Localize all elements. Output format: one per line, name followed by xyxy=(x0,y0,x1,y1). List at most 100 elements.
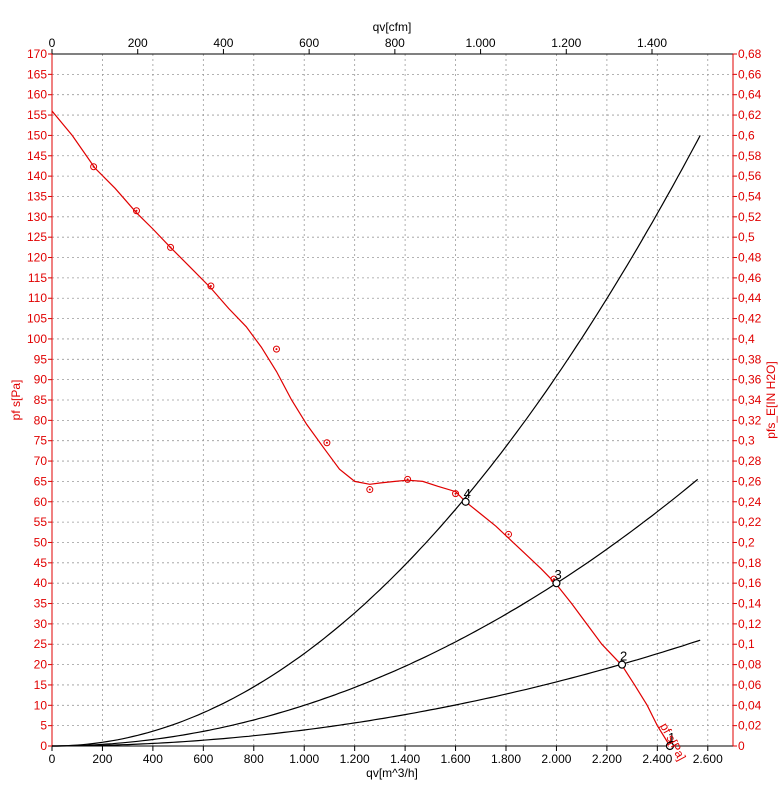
y-left-tick-label: 105 xyxy=(27,312,47,326)
x-bottom-tick-label: 400 xyxy=(143,752,163,766)
measured-point-dot xyxy=(275,348,278,351)
y-left-tick-label: 35 xyxy=(34,597,48,611)
y-right-tick-label: 0,24 xyxy=(738,495,762,509)
y-left-tick-label: 90 xyxy=(34,373,48,387)
system-curve-line xyxy=(52,135,701,747)
y-right-tick-label: 0,12 xyxy=(738,617,762,631)
y-left-tick-label: 50 xyxy=(34,535,48,549)
y-right-tick-label: 0,08 xyxy=(738,658,762,672)
y-left-tick-label: 120 xyxy=(27,251,47,265)
y-left-tick-label: 110 xyxy=(28,291,47,305)
y-left-tick-label: 80 xyxy=(34,413,48,427)
measured-point-dot xyxy=(406,478,409,481)
measured-point-dot xyxy=(135,209,138,212)
operating-point xyxy=(617,660,627,669)
x-bottom-tick-label: 1.400 xyxy=(390,752,420,766)
fan-curve-line xyxy=(51,110,671,747)
y-left-tick-label: 140 xyxy=(27,169,47,183)
data-points: 1 2 3 4 xyxy=(90,163,675,751)
curves xyxy=(51,110,701,747)
y-left-tick-label: 75 xyxy=(34,434,48,448)
y-right-tick-label: 0 xyxy=(738,739,745,753)
operating-point-label: 1 xyxy=(668,730,675,745)
y-left-tick-label: 95 xyxy=(34,352,48,366)
measured-point-dot xyxy=(454,492,457,495)
y-axis-left-title: pf s[Pa] xyxy=(9,380,23,421)
y-right-tick-label: 0,04 xyxy=(738,698,762,712)
y-right-tick-label: 0,6 xyxy=(738,128,755,142)
y-left-tick-label: 125 xyxy=(27,230,47,244)
y-left-tick-label: 150 xyxy=(27,128,47,142)
y-right-tick-label: 0,48 xyxy=(738,251,762,265)
tick-labels: 0 200 400 600 800 1.000 1.200 1.400 1.600 1.800 2.… xyxy=(27,36,762,766)
x-bottom-tick-label: 1.200 xyxy=(340,752,370,766)
operating-point-label: 4 xyxy=(464,486,471,501)
y-left-tick-label: 10 xyxy=(34,698,48,712)
y-left-tick-label: 0 xyxy=(40,739,47,753)
y-left-tick-label: 60 xyxy=(34,495,48,509)
x-top-tick-label: 600 xyxy=(299,36,319,50)
x-bottom-tick-label: 0 xyxy=(49,752,56,766)
operating-point xyxy=(552,579,561,588)
x-top-tick-label: 800 xyxy=(385,36,405,50)
y-right-tick-label: 0,34 xyxy=(738,393,762,407)
measured-point-dot xyxy=(552,578,555,581)
y-left-tick-label: 130 xyxy=(27,210,47,224)
measured-point-dot xyxy=(325,441,328,444)
x-bottom-tick-label: 2.000 xyxy=(541,752,571,766)
measured-point-dot xyxy=(209,285,212,288)
operating-point xyxy=(461,497,470,506)
measured-point xyxy=(452,490,460,498)
y-right-tick-label: 0,36 xyxy=(738,373,762,387)
y-right-tick-label: 0,28 xyxy=(738,454,762,468)
measured-point xyxy=(90,163,98,171)
x-bottom-tick-label: 600 xyxy=(193,752,213,766)
y-left-tick-label: 145 xyxy=(27,149,47,163)
measured-point-dot xyxy=(92,165,95,168)
y-right-tick-label: 0,64 xyxy=(738,88,762,102)
y-right-tick-label: 0,66 xyxy=(738,67,762,81)
x-bottom-tick-label: 2.200 xyxy=(592,752,622,766)
y-left-tick-label: 165 xyxy=(27,67,47,81)
x-top-tick-label: 1.200 xyxy=(551,36,581,50)
measured-point-dot xyxy=(169,246,172,249)
measured-point xyxy=(323,439,331,447)
x-top-tick-label: 400 xyxy=(213,36,233,50)
measured-point xyxy=(505,530,513,538)
y-left-tick-label: 25 xyxy=(34,637,48,651)
y-right-tick-label: 0,2 xyxy=(738,535,755,549)
y-left-tick-label: 100 xyxy=(27,332,47,346)
system-curve-line xyxy=(52,478,699,747)
y-left-tick-label: 30 xyxy=(34,617,48,631)
operating-point xyxy=(665,741,675,751)
y-right-tick-label: 0,02 xyxy=(738,719,762,733)
y-right-tick-label: 0,38 xyxy=(738,352,762,366)
y-right-tick-label: 0,58 xyxy=(738,149,762,163)
y-right-tick-label: 0,3 xyxy=(738,434,755,448)
x-bottom-tick-label: 2.400 xyxy=(642,752,672,766)
measured-point xyxy=(272,345,280,353)
x-top-tick-label: 200 xyxy=(128,36,148,50)
y-left-tick-label: 55 xyxy=(34,515,48,529)
y-right-tick-label: 0,26 xyxy=(738,474,762,488)
x-bottom-tick-label: 200 xyxy=(92,752,112,766)
y-right-tick-label: 0,54 xyxy=(738,189,762,203)
y-right-tick-label: 0,32 xyxy=(738,413,762,427)
y-left-tick-label: 85 xyxy=(34,393,48,407)
y-right-tick-label: 0,42 xyxy=(738,312,762,326)
y-right-tick-label: 0,18 xyxy=(738,556,762,570)
y-right-tick-label: 0,06 xyxy=(738,678,762,692)
y-left-tick-label: 45 xyxy=(34,556,48,570)
y-axis-right-title: pfs_E[IN H2O] xyxy=(764,361,778,438)
y-left-tick-label: 115 xyxy=(28,271,47,285)
y-left-tick-label: 15 xyxy=(34,678,48,692)
y-right-tick-label: 0,44 xyxy=(738,291,762,305)
y-right-tick-label: 0,56 xyxy=(738,169,762,183)
measured-point-dot xyxy=(368,488,371,491)
y-left-tick-label: 70 xyxy=(34,454,48,468)
y-right-tick-label: 0,16 xyxy=(738,576,762,590)
operating-point-label: 2 xyxy=(620,649,627,664)
measured-point xyxy=(207,282,215,290)
y-right-tick-label: 0,52 xyxy=(738,210,762,224)
